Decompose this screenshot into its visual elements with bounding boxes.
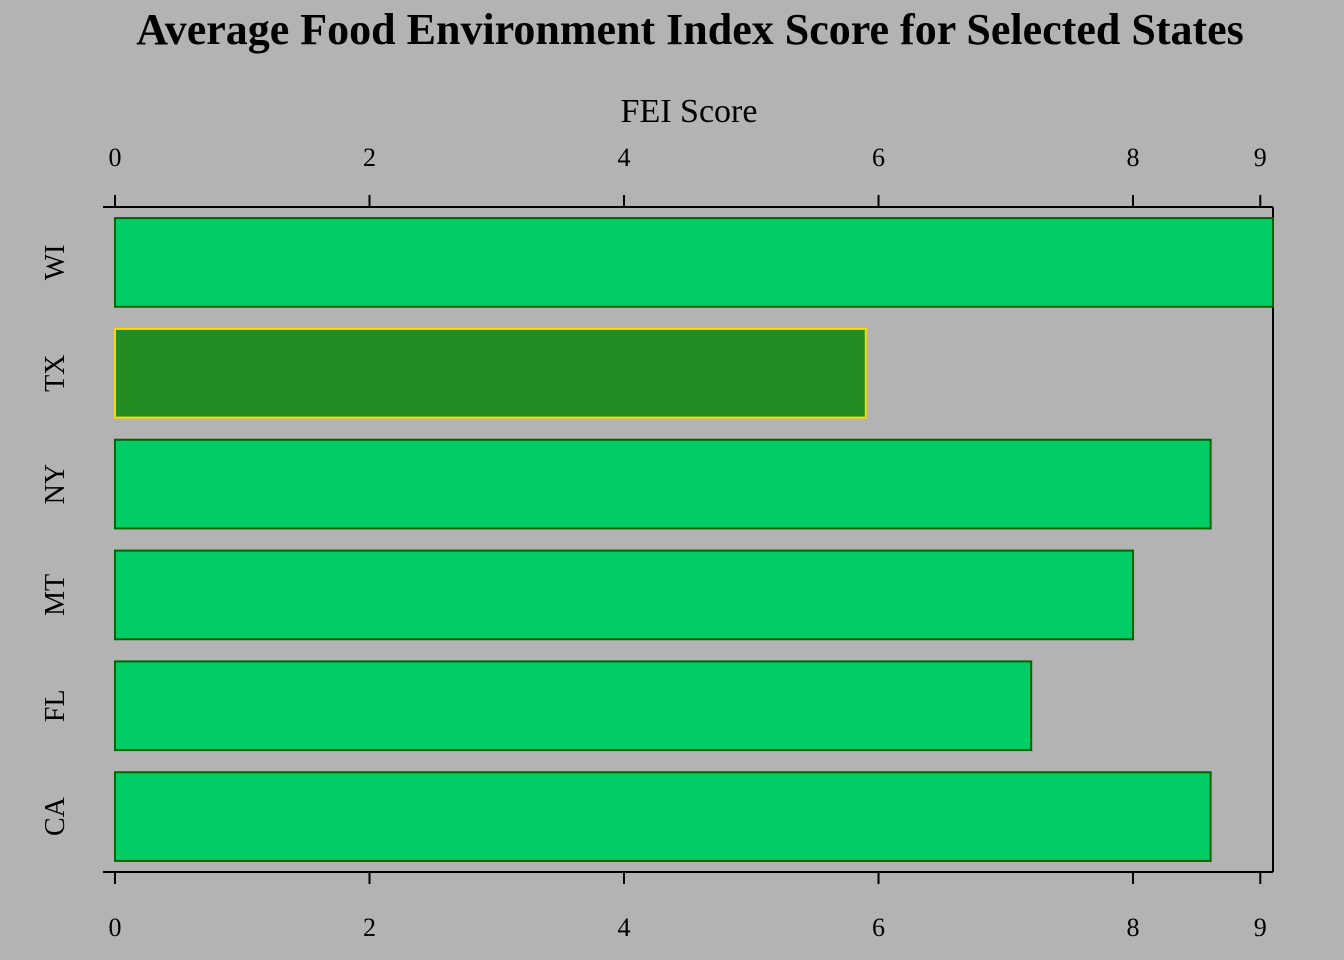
bar-ca bbox=[114, 771, 1212, 862]
top-axis-tick-label-6: 6 bbox=[872, 143, 885, 172]
bottom-axis-tick-label-2: 2 bbox=[363, 913, 376, 942]
top-axis-tick-label-8: 8 bbox=[1127, 143, 1140, 172]
bars-group bbox=[114, 217, 1274, 862]
plot-frame bbox=[103, 206, 1274, 873]
top-axis: 0 2 4 6 8 9 bbox=[109, 143, 1267, 207]
category-label-ny: NY bbox=[40, 464, 71, 504]
bar-fl bbox=[114, 660, 1033, 752]
bar-tx bbox=[114, 327, 867, 419]
top-axis-tick-label-4: 4 bbox=[618, 143, 631, 172]
top-axis-tick-label-9: 9 bbox=[1254, 143, 1267, 172]
category-label-tx: TX bbox=[40, 355, 71, 392]
bottom-axis-tick-label-8: 8 bbox=[1127, 913, 1140, 942]
category-label-ca: CA bbox=[40, 796, 71, 836]
category-label-fl: FL bbox=[40, 689, 71, 722]
bottom-axis: 0 2 4 6 8 9 bbox=[109, 872, 1267, 942]
top-axis-tick-label-2: 2 bbox=[363, 143, 376, 172]
bar-ny bbox=[114, 438, 1212, 530]
bar-wi bbox=[114, 217, 1274, 308]
bottom-axis-tick-label-6: 6 bbox=[872, 913, 885, 942]
bottom-axis-tick-label-4: 4 bbox=[618, 913, 631, 942]
bar-mt bbox=[114, 549, 1135, 641]
bottom-axis-tick-label-0: 0 bbox=[109, 913, 122, 942]
chart-title: Average Food Environment Index Score for… bbox=[136, 5, 1244, 54]
category-axis: CA FL MT NY TX WI bbox=[40, 245, 71, 837]
top-axis-tick-label-0: 0 bbox=[109, 143, 122, 172]
bottom-axis-tick-label-9: 9 bbox=[1254, 913, 1267, 942]
x-axis-title: FEI Score bbox=[621, 93, 758, 130]
category-label-wi: WI bbox=[40, 245, 71, 281]
category-label-mt: MT bbox=[40, 574, 71, 616]
